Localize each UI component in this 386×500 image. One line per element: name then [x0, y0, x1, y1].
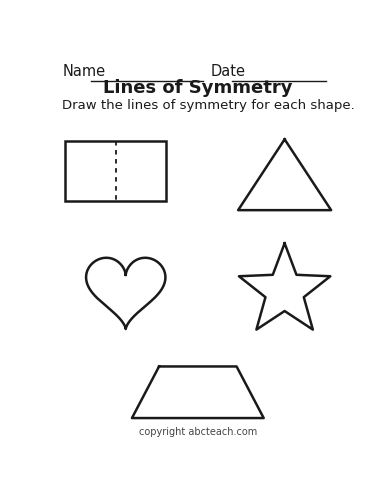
Text: Date: Date [211, 64, 246, 79]
Text: copyright abcteach.com: copyright abcteach.com [139, 428, 257, 438]
Text: Name: Name [62, 64, 105, 79]
Bar [65, 141, 166, 201]
Text: Draw the lines of symmetry for each shape.: Draw the lines of symmetry for each shap… [62, 100, 355, 112]
Text: Lines of Symmetry: Lines of Symmetry [103, 79, 293, 97]
